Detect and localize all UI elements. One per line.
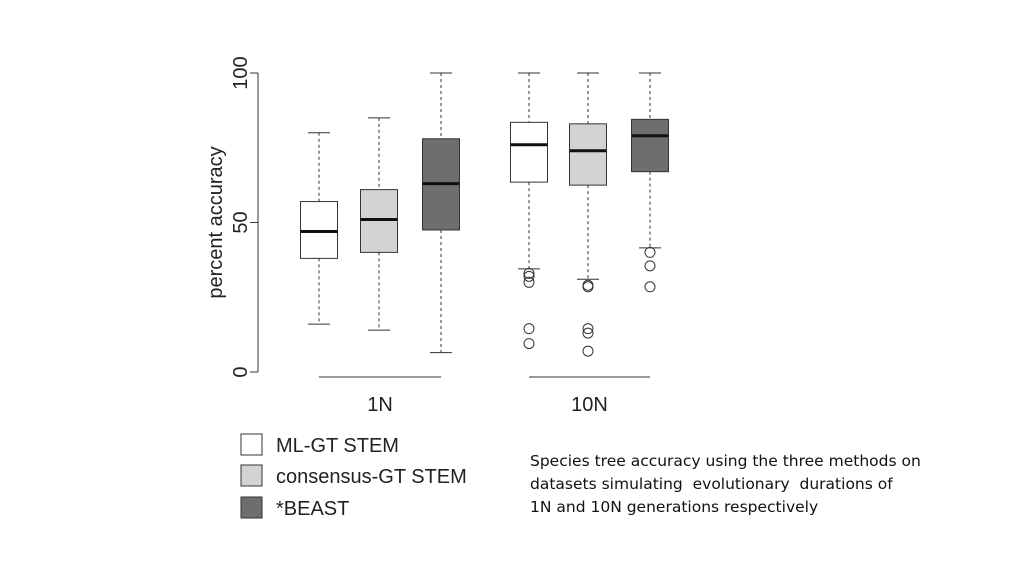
box-10N-0 — [510, 72, 548, 350]
outlier-point — [644, 260, 656, 272]
box-10N-2 — [631, 72, 669, 293]
caption-line-3: 1N and 10N generations respectively — [530, 498, 819, 516]
box-10N-1 — [569, 72, 607, 357]
legend-swatch — [240, 496, 263, 519]
y-tick-label: 50 — [230, 211, 252, 233]
legend-swatch — [240, 433, 263, 456]
caption-line-2: datasets simulating evolutionary duratio… — [530, 475, 893, 493]
iqr-box — [569, 123, 607, 186]
y-tick-label: 100 — [230, 56, 252, 89]
group-axis: 1N 10N — [319, 376, 650, 416]
outlier-point — [523, 270, 535, 282]
legend: ML-GT STEM consensus-GT STEM *BEAST — [240, 433, 467, 520]
outlier-point — [523, 338, 535, 350]
outlier-point — [582, 323, 594, 335]
outlier-point — [582, 327, 594, 339]
outlier-point — [523, 267, 535, 279]
iqr-box — [631, 118, 669, 173]
box-1N-1 — [360, 117, 398, 331]
box-1N-0 — [300, 132, 338, 325]
legend-swatch — [240, 464, 263, 487]
group-label: 10N — [571, 394, 608, 416]
figure-caption: Species tree accuracy using the three me… — [530, 450, 950, 519]
y-tick-label: 0 — [230, 366, 252, 377]
group-label: 1N — [367, 394, 393, 416]
legend-label: *BEAST — [276, 498, 349, 520]
outlier-point — [523, 276, 535, 288]
outlier-point — [644, 246, 656, 258]
legend-label: ML-GT STEM — [276, 435, 399, 457]
outlier-point — [582, 345, 594, 357]
legend-label: consensus-GT STEM — [276, 466, 467, 488]
box-1N-2 — [422, 72, 460, 354]
y-axis-label: percent accuracy — [205, 146, 227, 298]
caption-line-1: Species tree accuracy using the three me… — [530, 452, 921, 470]
boxes — [300, 72, 669, 357]
outlier-point — [582, 281, 594, 293]
outlier-point — [644, 281, 656, 293]
y-axis: 0 50 100 percent accuracy — [205, 56, 259, 378]
outlier-point — [523, 323, 535, 335]
iqr-box — [510, 121, 548, 183]
